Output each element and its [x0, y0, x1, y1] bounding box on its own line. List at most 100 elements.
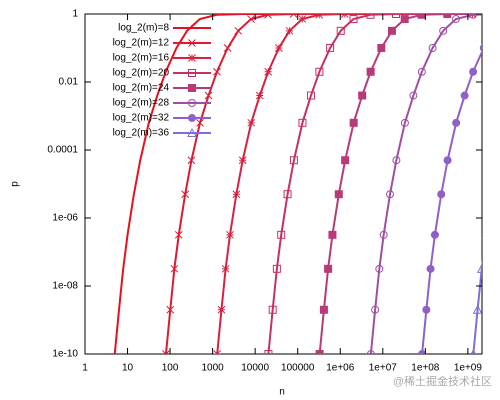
marker	[217, 305, 226, 314]
x-tick-label: 10000	[241, 363, 269, 374]
marker	[443, 156, 452, 165]
marker	[334, 190, 343, 199]
marker	[255, 91, 264, 100]
marker	[379, 230, 388, 239]
marker	[451, 15, 460, 24]
marker	[283, 190, 292, 199]
x-tick-label: 1e+07	[369, 363, 398, 374]
marker	[213, 350, 222, 354]
marker	[247, 118, 256, 127]
marker	[400, 118, 409, 127]
marker	[336, 26, 345, 35]
legend-label: log_2(m)=16	[113, 53, 170, 64]
marker	[366, 14, 375, 19]
marker	[392, 156, 401, 165]
marker	[324, 264, 333, 273]
marker	[268, 305, 277, 314]
legend-label: log_2(m)=20	[113, 68, 170, 79]
marker	[289, 14, 298, 18]
marker	[428, 44, 437, 52]
marker	[409, 91, 418, 100]
legend-label: log_2(m)=28	[113, 98, 170, 109]
marker	[400, 15, 409, 24]
x-tick-label: 100000	[281, 363, 315, 374]
marker	[417, 14, 426, 19]
series-line	[369, 14, 482, 354]
marker	[170, 264, 179, 273]
legend-marker	[187, 127, 197, 137]
marker	[439, 26, 448, 35]
marker	[468, 14, 477, 19]
marker	[319, 305, 328, 314]
marker	[298, 15, 307, 23]
marker	[232, 190, 241, 199]
legend-label: log_2(m)=8	[118, 23, 169, 34]
y-tick-label: 1e-10	[52, 349, 78, 360]
plot-area	[113, 14, 482, 354]
marker	[264, 350, 273, 354]
marker	[430, 230, 439, 239]
marker	[298, 118, 307, 127]
marker	[306, 91, 315, 100]
marker	[375, 264, 384, 273]
marker	[340, 14, 349, 18]
marker	[264, 67, 273, 76]
marker	[226, 230, 234, 239]
marker	[476, 263, 482, 273]
x-tick-label: 10	[122, 363, 134, 374]
x-tick-label: 1e+06	[326, 363, 355, 374]
marker	[204, 91, 213, 100]
marker	[472, 304, 482, 314]
x-axis-label: n	[279, 387, 285, 398]
y-tick-label: 1e-06	[52, 213, 78, 224]
x-tick-label: 1e+09	[454, 363, 483, 374]
marker	[174, 230, 183, 239]
y-tick-label: 1e-08	[52, 281, 78, 292]
marker	[426, 264, 435, 273]
legend-marker	[188, 114, 196, 122]
marker	[422, 305, 431, 314]
marker	[452, 118, 461, 127]
legend-marker	[188, 69, 196, 77]
series-line	[216, 14, 473, 354]
y-tick-label: 0.0001	[47, 145, 78, 156]
marker	[460, 91, 469, 100]
y-axis-label: p	[10, 181, 21, 187]
plot-frame	[84, 13, 483, 355]
marker	[213, 67, 221, 76]
marker	[469, 67, 478, 76]
series-line	[472, 259, 482, 354]
x-tick-label: 1e+08	[411, 363, 440, 374]
marker	[470, 348, 477, 354]
x-tick-label: 100	[162, 363, 179, 374]
marker	[221, 264, 230, 273]
marker	[328, 230, 337, 239]
legend-marker	[188, 99, 196, 107]
legend-marker	[188, 54, 196, 62]
legend-marker	[188, 84, 196, 92]
marker	[392, 14, 401, 18]
legend-marker	[188, 39, 196, 47]
x-tick-label: 1	[82, 363, 88, 374]
marker	[366, 67, 375, 76]
marker	[418, 350, 427, 354]
marker	[386, 190, 395, 199]
marker	[349, 118, 358, 127]
watermark: @稀土掘金技术社区	[393, 374, 492, 388]
series-line	[318, 14, 482, 354]
y-tick-label: 0.01	[59, 77, 79, 88]
marker	[366, 350, 375, 354]
marker	[371, 305, 380, 314]
marker	[437, 190, 446, 199]
marker	[196, 118, 204, 127]
marker	[289, 156, 298, 165]
marker	[272, 264, 281, 273]
marker	[479, 44, 482, 52]
marker	[377, 44, 386, 52]
marker	[349, 15, 358, 24]
marker	[223, 44, 232, 52]
marker	[181, 190, 190, 199]
legend-label: log_2(m)=32	[113, 113, 170, 124]
marker	[315, 14, 324, 19]
marker	[247, 15, 255, 23]
